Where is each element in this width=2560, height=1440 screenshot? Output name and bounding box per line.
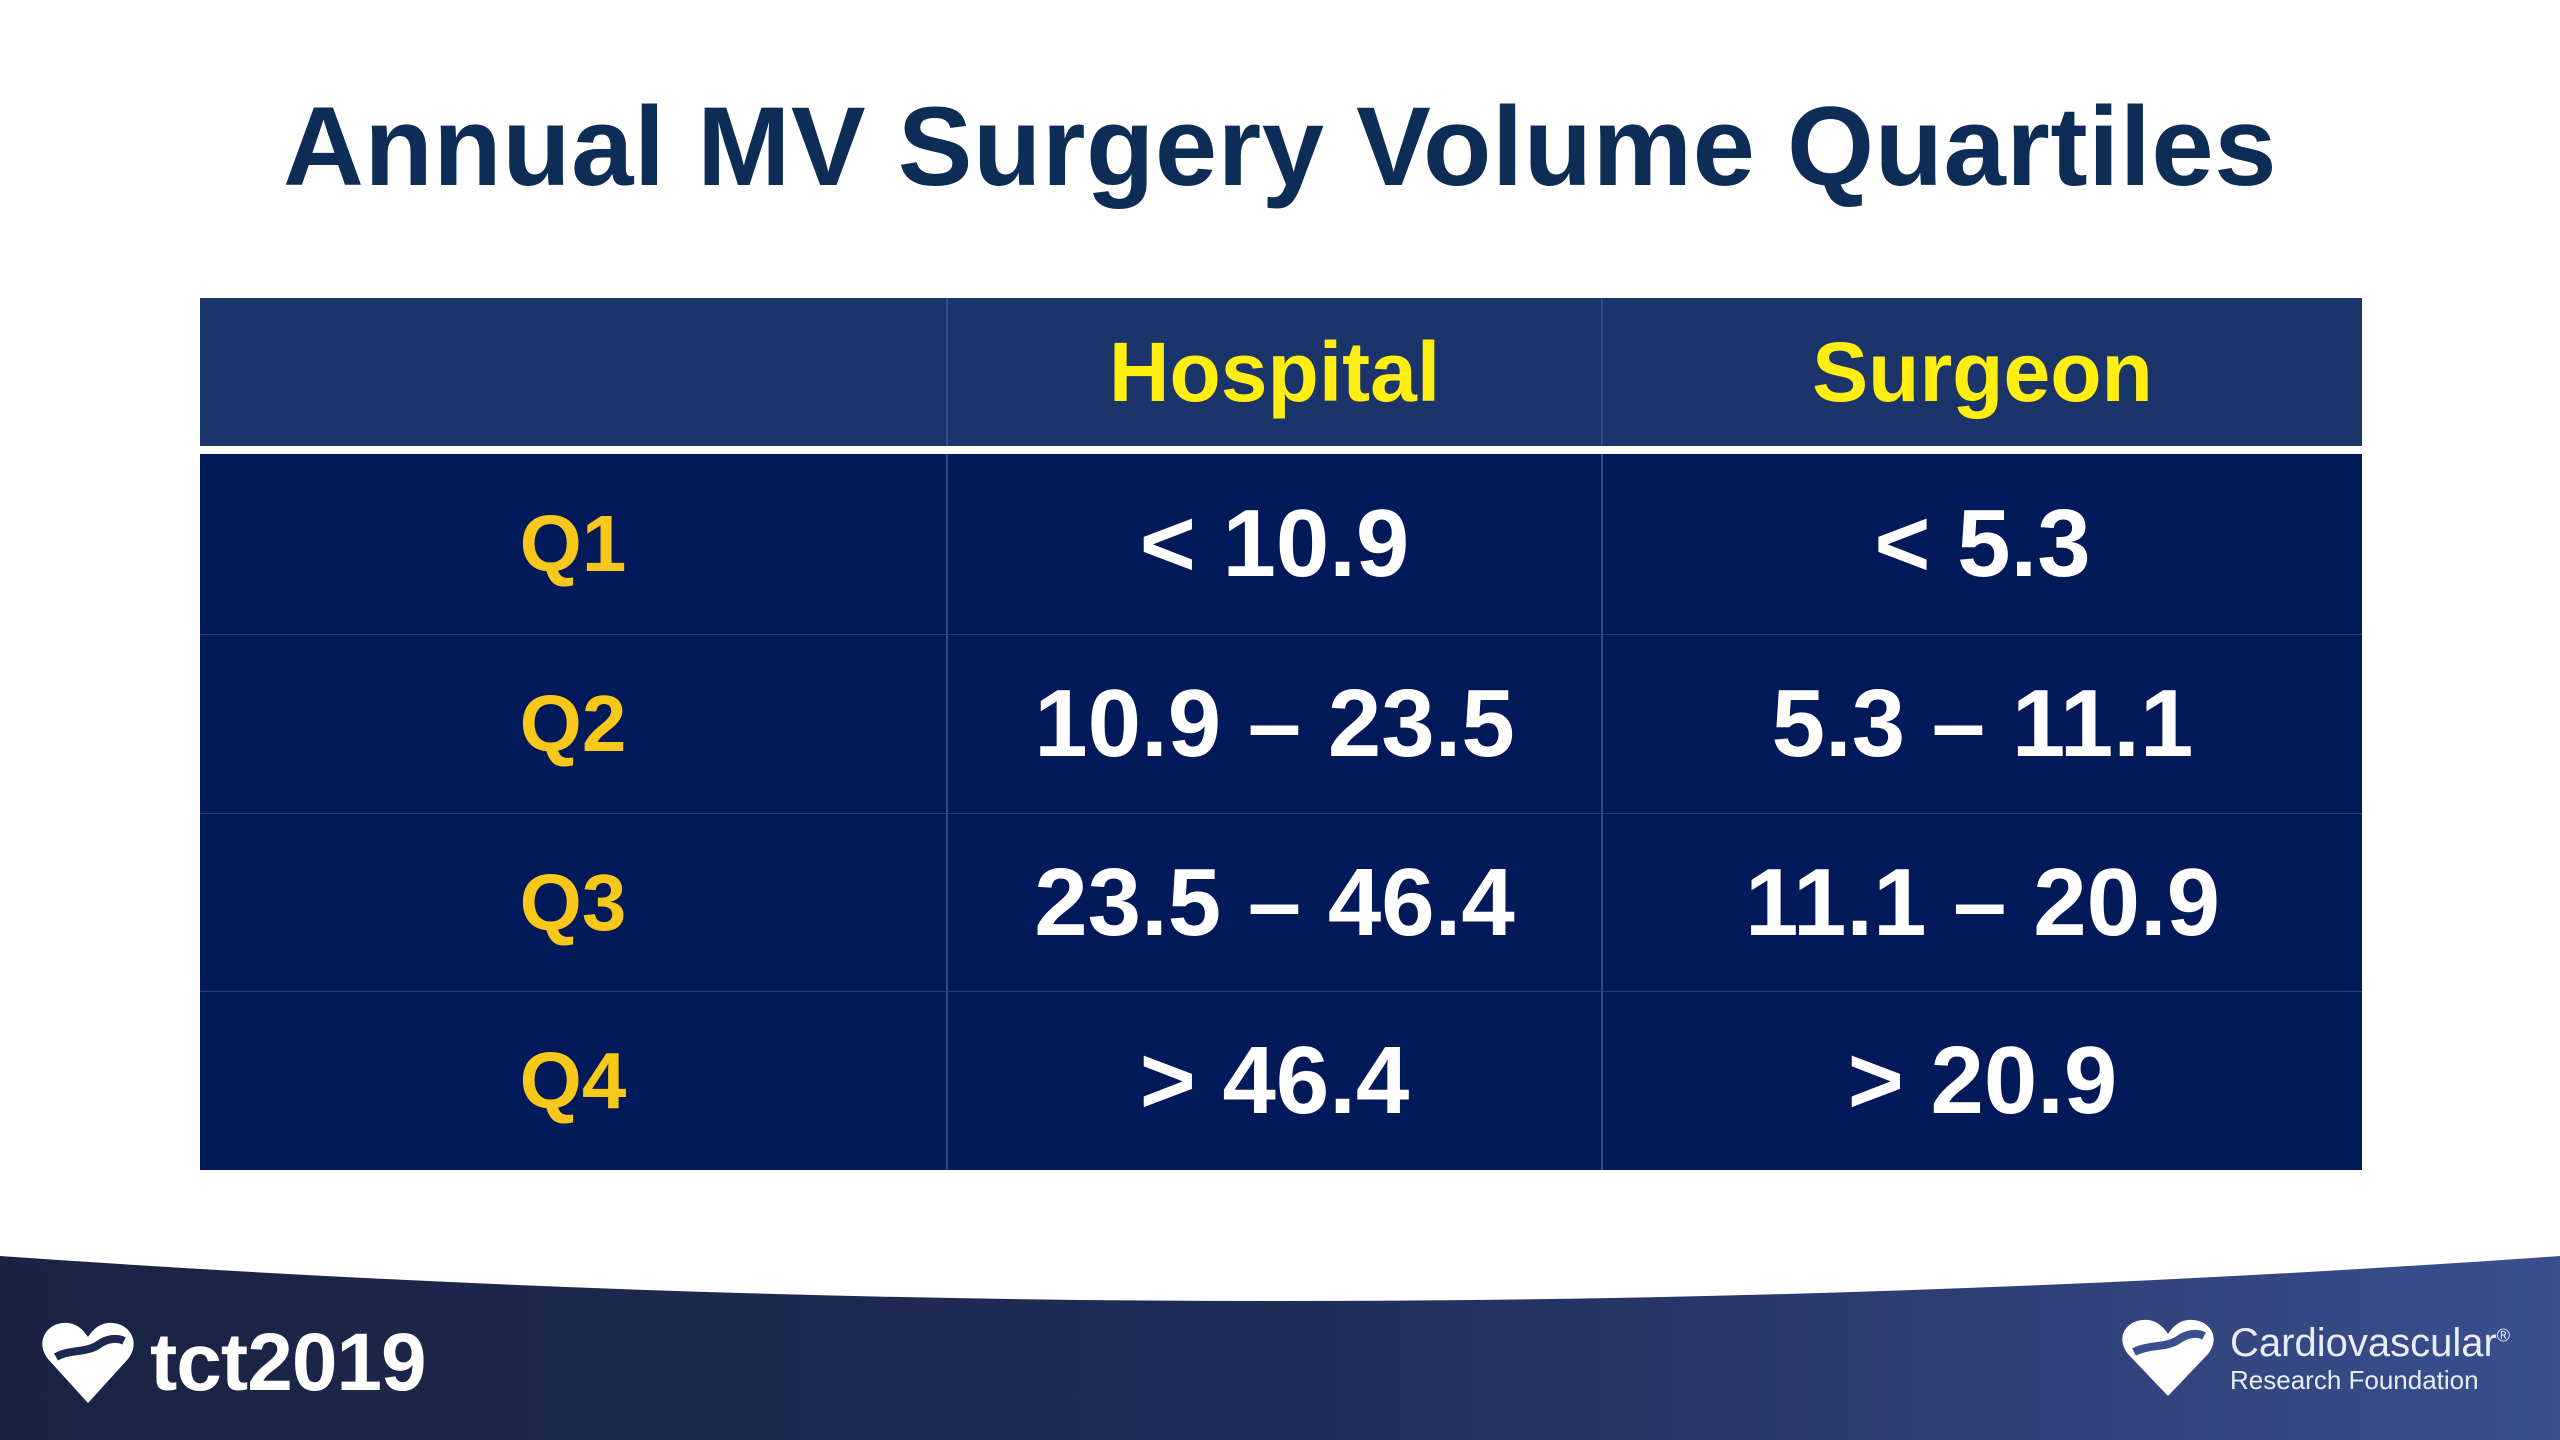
- quartile-label: Q4: [200, 991, 947, 1170]
- quartile-label: Q3: [200, 812, 947, 992]
- surgeon-value: > 20.9: [1601, 991, 2362, 1170]
- quartiles-table: Hospital Surgeon Q1 < 10.9 < 5.3 Q2 10.9…: [200, 298, 2362, 1170]
- surgeon-value: 5.3 – 11.1: [1601, 633, 2362, 814]
- surgeon-value: 11.1 – 20.9: [1601, 812, 2362, 992]
- table-row: Q1 < 10.9 < 5.3: [200, 449, 2362, 635]
- footer-band: [0, 1256, 2560, 1440]
- surgeon-value: < 5.3: [1601, 449, 2362, 635]
- crf-logo-line1: Cardiovascular: [2230, 1321, 2497, 1365]
- table-header-row: Hospital Surgeon: [200, 298, 2362, 454]
- header-empty-cell: [200, 298, 947, 454]
- table-row: Q3 23.5 – 46.4 11.1 – 20.9: [200, 812, 2362, 992]
- crf-logo-line2: Research Foundation: [2230, 1365, 2479, 1395]
- slide-title: Annual MV Surgery Volume Quartiles: [282, 84, 2277, 209]
- header-hospital: Hospital: [946, 298, 1602, 454]
- quartiles-table-container: Hospital Surgeon Q1 < 10.9 < 5.3 Q2 10.9…: [200, 298, 2362, 1170]
- hospital-value: > 46.4: [946, 991, 1602, 1170]
- table-row: Q2 10.9 – 23.5 5.3 – 11.1: [200, 633, 2362, 814]
- crf-logo: Cardiovascular® Research Foundation: [2120, 1316, 2510, 1400]
- tct-logo-text: tct2019: [150, 1317, 427, 1408]
- registered-mark: ®: [2496, 1325, 2511, 1346]
- tct-logo: tct2019: [40, 1316, 427, 1410]
- heart-logo-icon: [42, 1322, 134, 1403]
- quartile-label: Q1: [200, 449, 947, 635]
- header-surgeon: Surgeon: [1601, 298, 2362, 454]
- hospital-value: 10.9 – 23.5: [946, 633, 1602, 814]
- quartile-label: Q2: [200, 633, 947, 814]
- heart-logo-icon: [2122, 1319, 2214, 1396]
- hospital-value: < 10.9: [946, 449, 1602, 635]
- slide-footer: tct2019 Cardiovascular® Research Foundat…: [0, 1250, 2560, 1440]
- hospital-value: 23.5 – 46.4: [946, 812, 1602, 992]
- table-row: Q4 > 46.4 > 20.9: [200, 991, 2362, 1170]
